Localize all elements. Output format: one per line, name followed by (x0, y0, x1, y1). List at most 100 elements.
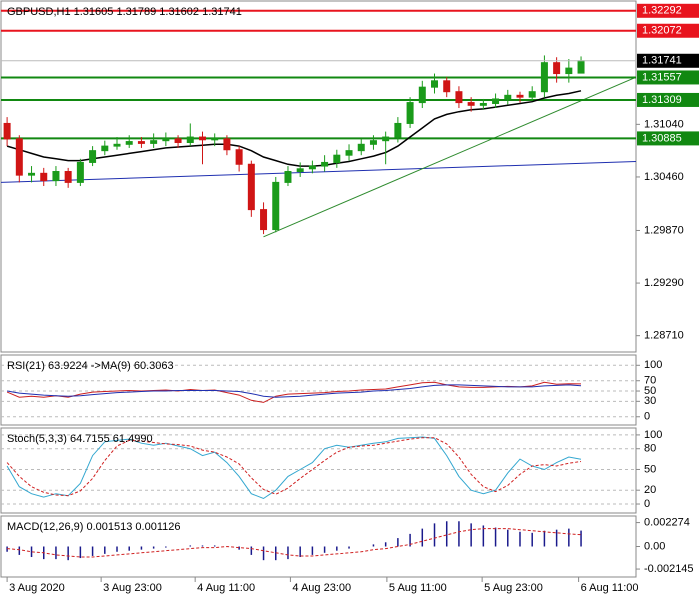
candle-body (431, 80, 439, 88)
indicator-line (7, 384, 582, 398)
candle-body (357, 143, 365, 152)
x-tick-label: 3 Aug 23:00 (103, 582, 162, 594)
candle-body (223, 138, 231, 151)
candle-body (272, 181, 280, 231)
candle-body (455, 91, 463, 104)
indicator-line (6, 381, 582, 403)
pane-title: GBPUSD,H1 1.31605 1.31789 1.31602 1.3174… (7, 6, 242, 18)
last-price-box (637, 53, 699, 68)
level-label: 1.30885 (642, 132, 682, 144)
candle-body (64, 171, 72, 183)
candle-body (76, 161, 84, 183)
y-tick-label: 0.00 (644, 540, 665, 552)
x-tick-label: 4 Aug 11:00 (197, 582, 255, 594)
candle-body (137, 141, 145, 144)
y-tick-label: 50 (644, 385, 656, 397)
candle-body (162, 138, 170, 142)
candle-body (150, 140, 158, 144)
y-tick-label: 50 (644, 463, 656, 475)
candle-body (369, 140, 377, 145)
candle-body (406, 102, 414, 124)
candle-body (52, 171, 60, 182)
y-tick-label: -0.002145 (644, 563, 694, 575)
y-tick-label: 0.002274 (644, 516, 690, 528)
trend-line (0, 161, 637, 183)
y-tick-label: 1.30460 (644, 171, 684, 183)
y-tick-label: 1.28710 (644, 330, 684, 342)
title-bg (3, 357, 4, 358)
y-tick-label: 0 (644, 411, 650, 423)
level-label: 1.31309 (642, 94, 682, 106)
candle-body (479, 102, 487, 106)
title-bg (3, 518, 4, 519)
candle-body (260, 209, 268, 231)
moving-average (6, 90, 582, 167)
candle-body (296, 168, 304, 173)
trend-line (263, 76, 637, 238)
candle-body (15, 138, 23, 176)
pane-title: Stoch(5,3,3) 64.7155 61.4990 (7, 433, 153, 445)
signal-line (7, 528, 582, 558)
candle-body (284, 171, 292, 183)
candle-body (516, 94, 524, 98)
candle-body (3, 122, 11, 140)
candle-body (308, 165, 316, 170)
y-tick-label: 1.29870 (644, 224, 684, 236)
level-label-box (637, 92, 699, 107)
level-label-box (637, 70, 699, 85)
candle-body (40, 172, 48, 182)
candle-body (345, 150, 353, 156)
candle-body (89, 150, 97, 163)
candle-body (113, 143, 121, 147)
level-label-box (637, 131, 699, 146)
candle-body (553, 62, 561, 75)
y-tick-label: 100 (644, 429, 662, 441)
candle-body (467, 102, 475, 106)
y-tick-label: 100 (644, 359, 662, 371)
indicator-line (6, 437, 582, 497)
candle-body (528, 91, 536, 98)
pane-title: MACD(12,26,9) 0.001513 0.001126 (7, 521, 180, 533)
x-tick-label: 4 Aug 23:00 (292, 582, 351, 594)
candle-body (101, 145, 109, 152)
candle-body (443, 80, 451, 93)
y-tick-label: 0 (644, 498, 650, 510)
y-tick-label: 70 (644, 375, 656, 387)
y-tick-label: 1.29290 (644, 277, 684, 289)
candle-body (565, 67, 573, 75)
candle-body (186, 136, 194, 143)
pane-frame (0, 0, 637, 353)
candle-body (235, 149, 243, 165)
level-label-box (637, 3, 699, 18)
title-bg (3, 430, 4, 431)
indicator-line (6, 436, 582, 500)
candle-body (577, 60, 585, 74)
candle-body (504, 94, 512, 100)
y-tick-label: 20 (644, 484, 656, 496)
candle-body (211, 138, 219, 141)
x-tick-label: 3 Aug 2020 (9, 582, 65, 594)
pane-title: RSI(21) 63.9224 ->MA(9) 60.3063 (7, 360, 174, 372)
y-tick-label: 1.31040 (644, 118, 684, 130)
level-label-box (637, 23, 699, 38)
candle-body (198, 136, 206, 141)
candle-body (394, 122, 402, 138)
candle-body (418, 86, 426, 104)
y-tick-label: 30 (644, 395, 656, 407)
candle-body (492, 98, 500, 104)
candle-body (247, 163, 255, 211)
candle-body (174, 138, 182, 143)
candle-body (540, 62, 548, 93)
title-bg (3, 3, 4, 4)
x-tick-label: 5 Aug 11:00 (389, 582, 447, 594)
level-label: 1.32292 (642, 5, 682, 17)
x-tick-label: 5 Aug 23:00 (484, 582, 543, 594)
candle-body (125, 141, 133, 145)
x-tick-label: 6 Aug 11:00 (581, 582, 639, 594)
level-label: 1.31557 (642, 71, 682, 83)
candle-body (333, 154, 341, 163)
y-tick-label: 80 (644, 443, 656, 455)
candle-body (321, 161, 329, 167)
last-price-label: 1.31741 (642, 55, 682, 67)
